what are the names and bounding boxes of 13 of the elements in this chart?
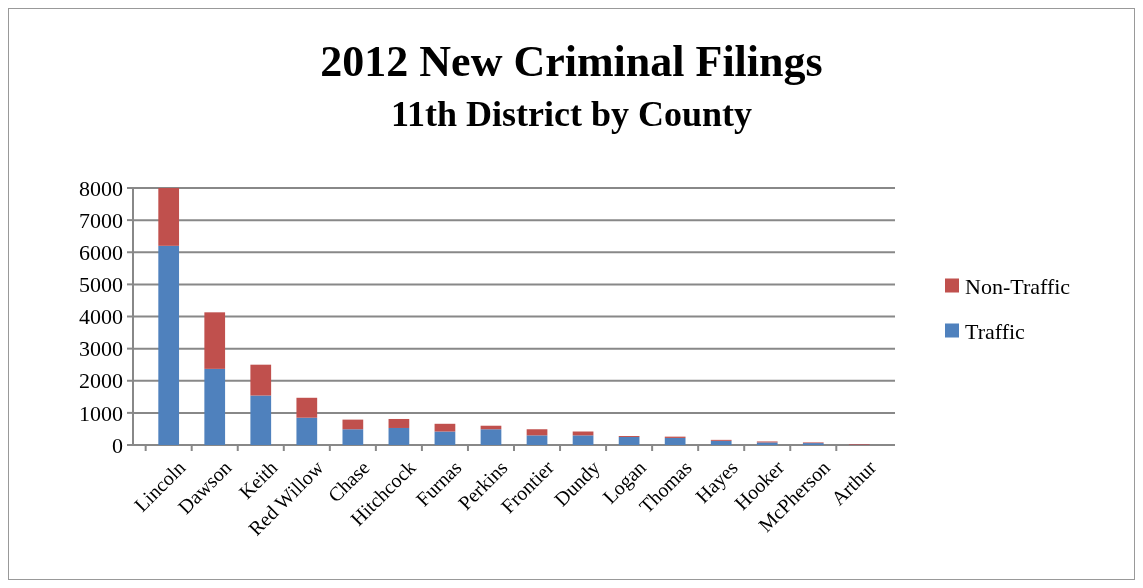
chart-subtitle: 11th District by County bbox=[390, 94, 753, 134]
y-tick-label: 0 bbox=[112, 432, 123, 458]
y-tick-label: 6000 bbox=[79, 239, 123, 265]
legend-label: Traffic bbox=[965, 319, 1026, 345]
y-tick-label: 8000 bbox=[79, 175, 123, 201]
chart-title: 2012 New Criminal Filings bbox=[320, 37, 823, 86]
y-tick-label: 5000 bbox=[79, 272, 123, 298]
y-tick-label: 4000 bbox=[79, 304, 123, 330]
legend-label: Non-Traffic bbox=[965, 274, 1071, 300]
y-tick-label: 2000 bbox=[79, 368, 123, 394]
y-tick-label: 3000 bbox=[79, 336, 123, 362]
y-tick-label: 7000 bbox=[79, 207, 123, 233]
y-tick-label: 1000 bbox=[79, 400, 123, 426]
